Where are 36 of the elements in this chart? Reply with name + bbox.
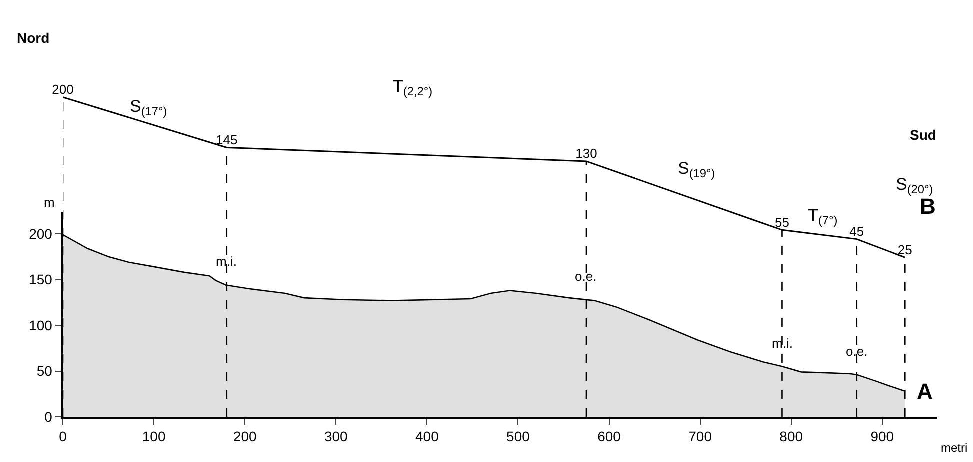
- text: Sud: [910, 127, 936, 143]
- data-label: 25: [898, 242, 912, 258]
- annotation: T$_{(7°)}$: [808, 206, 838, 228]
- y-tick-label: 100: [29, 317, 53, 334]
- data-label: 130: [576, 146, 598, 162]
- x-tick-label: 900: [870, 428, 894, 445]
- y-tick-label: 50: [36, 363, 53, 380]
- annotation: m.i.: [216, 254, 237, 269]
- y-tick-label: 0: [44, 408, 53, 425]
- x-tick-label: 400: [415, 428, 440, 445]
- data-label: 45: [850, 224, 864, 240]
- text: T$_{(2,2°)}$: [393, 77, 433, 99]
- x-tick-label: 0: [59, 428, 68, 445]
- annotation: o.e.: [846, 344, 868, 359]
- text: S$_{(17°)}$: [130, 97, 168, 119]
- data-label: 200: [52, 82, 74, 98]
- text: S$_{(20°)}$: [896, 175, 934, 197]
- y-tick-label: 150: [29, 272, 53, 288]
- annotation: A: [917, 379, 933, 404]
- x-tick-label: 100: [142, 428, 166, 445]
- y-axis-title: m: [44, 195, 55, 210]
- data-label: 145: [216, 132, 238, 148]
- x-axis-title: metri: [941, 441, 968, 455]
- data-label: 55: [774, 214, 790, 230]
- x-tick-label: 500: [506, 428, 530, 445]
- x-tick-label: 600: [598, 428, 622, 445]
- annotation: B: [920, 194, 936, 219]
- text: Nord: [17, 30, 50, 46]
- annotation: o.e.: [575, 269, 597, 284]
- x-tick-label: 200: [233, 428, 257, 445]
- text: S$_{(19°)}$: [678, 159, 716, 181]
- y-tick-label: 200: [29, 226, 53, 242]
- x-tick-label: 800: [780, 428, 804, 445]
- annotation: m.i.: [772, 336, 793, 351]
- x-tick-label: 300: [324, 428, 348, 445]
- x-tick-label: 700: [688, 428, 712, 445]
